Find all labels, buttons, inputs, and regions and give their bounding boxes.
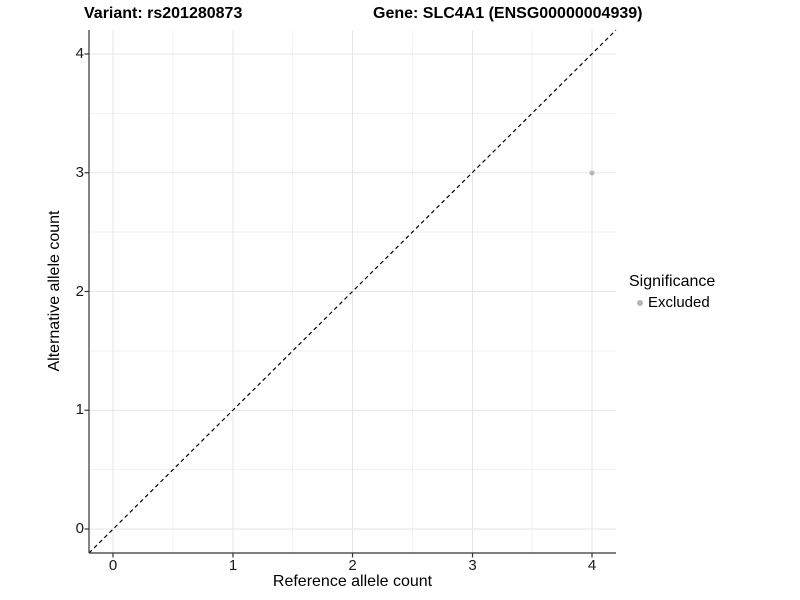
y-tick-label: 2: [75, 282, 84, 300]
x-tick-label: 2: [348, 557, 357, 574]
x-tick-label: 0: [108, 557, 118, 574]
grid-major: [89, 30, 616, 553]
legend-item-label: Excluded: [648, 294, 710, 311]
legend-item-excluded: Excluded: [629, 294, 715, 312]
excluded-point-icon: [637, 300, 643, 306]
y-tick-label: 1: [75, 401, 84, 419]
identity-reference-line: [88, 29, 617, 554]
variant-title: Variant: rs201280873: [84, 5, 243, 22]
gene-title: Gene: SLC4A1 (ENSG00000004939): [373, 5, 643, 22]
y-axis-title: Alternative allele count: [46, 210, 63, 372]
axis-ticks: [84, 53, 593, 558]
data-point: [589, 170, 595, 176]
legend: Significance Excluded: [629, 272, 715, 312]
y-tick-label: 0: [75, 520, 84, 537]
legend-title: Significance: [629, 273, 716, 290]
x-axis-title: Reference allele count: [272, 573, 433, 590]
x-tick-label: 4: [587, 557, 597, 574]
y-tick-label: 4: [75, 45, 84, 62]
x-tick-label: 3: [468, 557, 477, 574]
y-tick-label: 3: [75, 163, 84, 181]
x-tick-label: 1: [228, 557, 238, 574]
